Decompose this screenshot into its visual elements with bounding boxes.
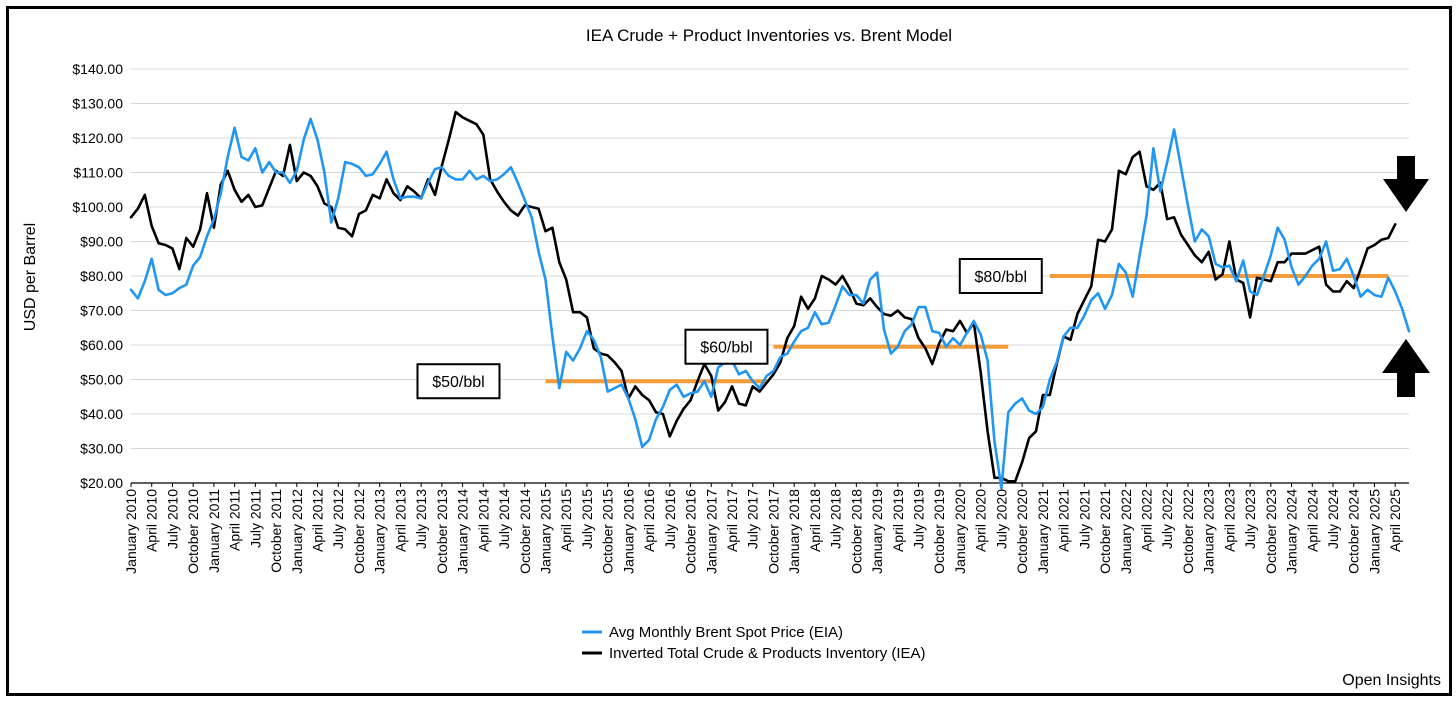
- x-tick-label: April 2010: [144, 489, 160, 552]
- x-tick-label: October 2023: [1263, 489, 1279, 574]
- x-tick-label: April 2022: [1138, 489, 1154, 552]
- x-tick-label: April 2015: [558, 489, 574, 552]
- y-tick-label: $90.00: [80, 234, 123, 250]
- legend-label-brent: Avg Monthly Brent Spot Price (EIA): [609, 624, 843, 641]
- x-tick-label: July 2016: [662, 489, 678, 549]
- annotations: $50/bbl $60/bbl $80/bbl: [416, 258, 1043, 400]
- x-tick-label: January 2021: [1035, 489, 1051, 574]
- credit-text: Open Insights: [1342, 672, 1441, 689]
- x-tick-label: July 2018: [828, 489, 844, 549]
- up-arrow-icon: [1382, 339, 1430, 397]
- annotation-label: $60/bbl: [700, 340, 753, 357]
- x-tick-label: January 2018: [786, 489, 802, 574]
- x-tick-label: April 2019: [890, 489, 906, 552]
- y-tick-label: $30.00: [80, 441, 123, 457]
- x-tick-label: April 2024: [1304, 489, 1320, 552]
- x-tick-label: January 2024: [1284, 489, 1300, 574]
- y-tick-label: $20.00: [80, 475, 123, 491]
- x-tick-label: October 2024: [1346, 489, 1362, 574]
- x-tick-label: July 2020: [993, 489, 1009, 549]
- x-tick-label: April 2020: [973, 489, 989, 552]
- x-tick-label: October 2015: [600, 489, 616, 574]
- grid: [131, 68, 1409, 484]
- y-tick-label: $70.00: [80, 303, 123, 319]
- series-line-brent: [129, 117, 1411, 490]
- x-tick-label: October 2012: [351, 489, 367, 574]
- x-tick-label: October 2022: [1180, 489, 1196, 574]
- legend: Avg Monthly Brent Spot Price (EIA) Inver…: [582, 624, 926, 662]
- y-tick-label: $80.00: [80, 268, 123, 284]
- down-arrow-icon: [1383, 156, 1429, 212]
- chart-frame: IEA Crude + Product Inventories vs. Bren…: [6, 6, 1452, 696]
- x-tick-label: April 2023: [1221, 489, 1237, 552]
- x-tick-label: October 2016: [683, 489, 699, 574]
- y-tick-label: $40.00: [80, 406, 123, 422]
- x-tick-label: July 2019: [911, 489, 927, 549]
- x-tick-label: January 2022: [1118, 489, 1134, 574]
- x-tick-label: July 2024: [1325, 489, 1341, 549]
- x-tick-label: October 2011: [268, 489, 284, 573]
- x-tick-label: April 2016: [641, 489, 657, 552]
- annotation-label: $80/bbl: [975, 269, 1028, 286]
- y-axis-ticks: $20.00 $30.00 $40.00 $50.00 $60.00 $70.00 $80.…: [72, 61, 123, 491]
- y-tick-label: $120.00: [72, 130, 123, 146]
- y-tick-label: $140.00: [72, 61, 123, 77]
- chart: IEA Crude + Product Inventories vs. Bren…: [22, 26, 1441, 689]
- x-tick-label: July 2017: [745, 489, 761, 549]
- x-tick-label: January 2016: [620, 489, 636, 574]
- x-tick-label: July 2010: [164, 489, 180, 549]
- y-axis-label: USD per Barrel: [22, 223, 39, 331]
- x-tick-label: January 2014: [455, 489, 471, 574]
- x-tick-label: July 2014: [496, 489, 512, 549]
- y-tick-label: $100.00: [72, 199, 123, 215]
- annotation-box: [416, 363, 501, 400]
- x-tick-label: July 2023: [1242, 489, 1258, 549]
- y-tick-label: $110.00: [73, 165, 123, 181]
- x-tick-label: October 2010: [185, 489, 201, 574]
- x-tick-label: April 2017: [724, 489, 740, 552]
- chart-title: IEA Crude + Product Inventories vs. Bren…: [586, 26, 952, 45]
- x-tick-label: January 2012: [289, 489, 305, 574]
- x-axis-ticks: January 2010 April 2010 July 2010 October 2…: [123, 483, 1403, 574]
- x-tick-label: April 2011: [227, 489, 243, 551]
- x-tick-label: April 2014: [475, 489, 491, 552]
- x-tick-label: October 2019: [931, 489, 947, 574]
- legend-label-inventory: Inverted Total Crude & Products Inventor…: [609, 645, 926, 662]
- x-tick-label: July 2022: [1159, 489, 1175, 549]
- x-tick-label: July 2015: [579, 489, 595, 549]
- x-tick-label: October 2018: [848, 489, 864, 574]
- x-tick-label: January 2019: [869, 489, 885, 574]
- y-tick-label: $60.00: [80, 337, 123, 353]
- x-tick-label: January 2017: [703, 489, 719, 574]
- annotation-label: $50/bbl: [432, 374, 485, 391]
- x-tick-label: January 2010: [123, 489, 139, 574]
- x-tick-label: January 2015: [537, 489, 553, 574]
- x-tick-label: April 2013: [392, 489, 408, 552]
- x-tick-label: January 2013: [372, 489, 388, 574]
- x-tick-label: January 2025: [1366, 489, 1382, 574]
- x-tick-label: July 2012: [330, 489, 346, 549]
- x-tick-label: January 2011: [206, 489, 222, 573]
- series: [129, 110, 1411, 490]
- x-tick-label: July 2021: [1076, 489, 1092, 549]
- x-tick-label: October 2017: [765, 489, 781, 574]
- y-tick-label: $50.00: [80, 372, 123, 388]
- annotation-box: [958, 258, 1043, 294]
- x-tick-label: July 2011: [247, 489, 263, 548]
- x-tick-label: April 2018: [807, 489, 823, 552]
- x-tick-label: July 2013: [413, 489, 429, 549]
- x-tick-label: October 2014: [517, 489, 533, 574]
- y-tick-label: $130.00: [72, 96, 123, 112]
- x-tick-label: April 2012: [310, 489, 326, 552]
- series-line-inventory: [129, 110, 1397, 483]
- x-tick-label: January 2023: [1201, 489, 1217, 574]
- x-tick-label: October 2021: [1097, 489, 1113, 574]
- annotation-box: [684, 328, 769, 365]
- x-tick-label: October 2020: [1014, 489, 1030, 574]
- x-tick-label: October 2013: [434, 489, 450, 574]
- x-tick-label: January 2020: [952, 489, 968, 574]
- x-tick-label: April 2021: [1056, 489, 1072, 552]
- x-tick-label: April 2025: [1387, 489, 1403, 552]
